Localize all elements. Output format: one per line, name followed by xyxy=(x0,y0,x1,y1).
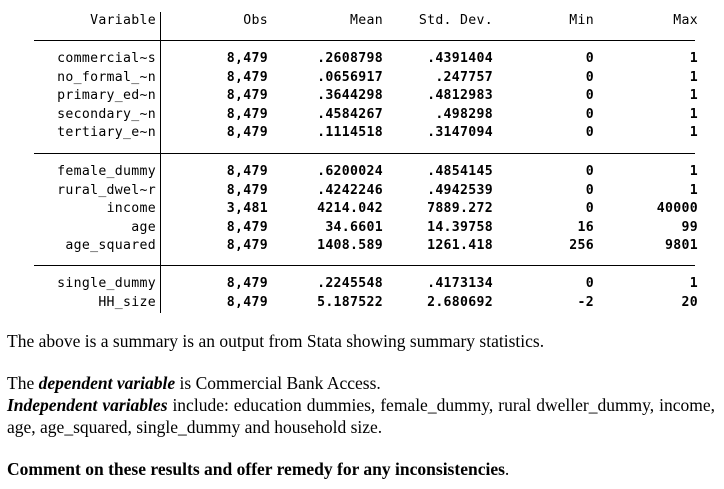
mean-value: 1408.589 xyxy=(317,238,383,253)
max-value: 1 xyxy=(689,182,698,198)
group-rule-left-2 xyxy=(34,265,160,266)
mean-value: .6200024 xyxy=(317,164,383,179)
max-value: 1 xyxy=(689,276,698,291)
mean-value: .2608798 xyxy=(317,51,383,66)
mean-value: 4214.042 xyxy=(317,201,383,216)
std-dev-value: 7889.272 xyxy=(427,201,493,216)
std-dev-value: .4173134 xyxy=(427,276,493,291)
variable-name: age_squared xyxy=(65,238,156,253)
dep-prefix: The xyxy=(7,373,39,393)
min-value: 0 xyxy=(585,106,594,122)
min-value: 0 xyxy=(585,164,594,179)
min-value: 16 xyxy=(577,219,594,235)
header-max: Max xyxy=(673,13,698,28)
std-dev-value: .3147094 xyxy=(427,125,493,140)
max-value: 1 xyxy=(689,69,698,85)
dep-emphasis: dependent variable xyxy=(38,373,176,393)
max-value: 20 xyxy=(681,294,698,310)
obs-value: 8,479 xyxy=(226,238,268,253)
max-value: 1 xyxy=(689,106,698,122)
mean-value: 34.6601 xyxy=(325,219,383,235)
dep-suffix: is Commercial Bank Access. xyxy=(175,373,381,393)
obs-value: 8,479 xyxy=(226,51,268,66)
obs-value: 8,479 xyxy=(226,88,268,103)
min-value: 0 xyxy=(585,201,594,216)
header-rule-left xyxy=(34,40,160,41)
header-rule-right xyxy=(161,40,695,41)
mean-value: .4584267 xyxy=(317,106,383,122)
max-value: 9801 xyxy=(665,238,698,253)
min-value: 256 xyxy=(569,238,594,253)
std-dev-value: .4854145 xyxy=(427,164,493,179)
mean-value: 5.187522 xyxy=(317,294,383,310)
mean-value: .1114518 xyxy=(317,125,383,140)
variable-name: rural_dwel~r xyxy=(57,182,156,198)
dependent-variable-line: The dependent variable is Commercial Ban… xyxy=(7,372,715,394)
task-line: Comment on these results and offer remed… xyxy=(7,458,715,480)
max-value: 99 xyxy=(681,219,698,235)
std-dev-value: 1261.418 xyxy=(427,238,493,253)
group-rule-left-1 xyxy=(34,153,160,154)
variable-name: single_dummy xyxy=(57,276,156,291)
obs-value: 8,479 xyxy=(226,69,268,85)
mean-value: .4242246 xyxy=(317,182,383,198)
variable-name: primary_ed~n xyxy=(57,88,156,103)
obs-value: 8,479 xyxy=(226,164,268,179)
task-emphasis: Comment on these results and offer remed… xyxy=(7,459,505,479)
max-value: 1 xyxy=(689,125,698,140)
obs-value: 8,479 xyxy=(226,294,268,310)
task-period: . xyxy=(504,459,510,479)
variable-name: secondary_~n xyxy=(57,106,156,122)
variable-name: no_formal_~n xyxy=(57,69,156,85)
std-dev-value: .498298 xyxy=(435,106,493,122)
group-rule-right-2 xyxy=(161,265,695,266)
header-mean: Mean xyxy=(350,13,383,28)
max-value: 40000 xyxy=(656,201,698,216)
variable-name: commercial~s xyxy=(57,51,156,66)
obs-value: 3,481 xyxy=(226,201,268,216)
group-rule-right-1 xyxy=(161,153,695,154)
std-dev-value: 2.680692 xyxy=(427,294,493,310)
indep-emphasis: Independent variables xyxy=(7,395,168,415)
variable-name: HH_size xyxy=(98,294,156,310)
min-value: 0 xyxy=(585,125,594,140)
obs-value: 8,479 xyxy=(226,219,268,235)
header-obs: Obs xyxy=(243,13,268,28)
header-std-dev: Std. Dev. xyxy=(418,13,493,28)
std-dev-value: 14.39758 xyxy=(427,219,493,235)
header-variable: Variable xyxy=(90,13,156,28)
min-value: 0 xyxy=(585,276,594,291)
std-dev-value: .4391404 xyxy=(427,51,493,66)
min-value: 0 xyxy=(585,51,594,66)
max-value: 1 xyxy=(689,88,698,103)
obs-value: 8,479 xyxy=(226,276,268,291)
mean-value: .0656917 xyxy=(317,69,383,85)
std-dev-value: .247757 xyxy=(435,69,493,85)
variable-name: female_dummy xyxy=(57,164,156,179)
question-text: The above is a summary is an output from… xyxy=(7,330,715,480)
min-value: -2 xyxy=(577,294,594,310)
obs-value: 8,479 xyxy=(226,182,268,198)
variable-name: income xyxy=(106,201,156,216)
independent-variables-line: Independent variables include: education… xyxy=(7,394,715,438)
min-value: 0 xyxy=(585,69,594,85)
min-value: 0 xyxy=(585,88,594,103)
column-divider xyxy=(160,12,161,313)
stata-summary-table: Variable Obs Mean Std. Dev. Min Max comm… xyxy=(34,12,698,313)
mean-value: .2245548 xyxy=(317,276,383,291)
min-value: 0 xyxy=(585,182,594,198)
mean-value: .3644298 xyxy=(317,88,383,103)
max-value: 1 xyxy=(689,164,698,179)
variable-name: age xyxy=(131,219,156,235)
std-dev-value: .4812983 xyxy=(427,88,493,103)
std-dev-value: .4942539 xyxy=(427,182,493,198)
indep-suffix: include: education dummies, female_dummy… xyxy=(7,395,715,437)
obs-value: 8,479 xyxy=(226,125,268,140)
max-value: 1 xyxy=(689,51,698,66)
header-min: Min xyxy=(569,13,594,28)
obs-value: 8,479 xyxy=(226,106,268,122)
intro-paragraph: The above is a summary is an output from… xyxy=(7,331,545,351)
variable-name: tertiary_e~n xyxy=(57,125,156,140)
